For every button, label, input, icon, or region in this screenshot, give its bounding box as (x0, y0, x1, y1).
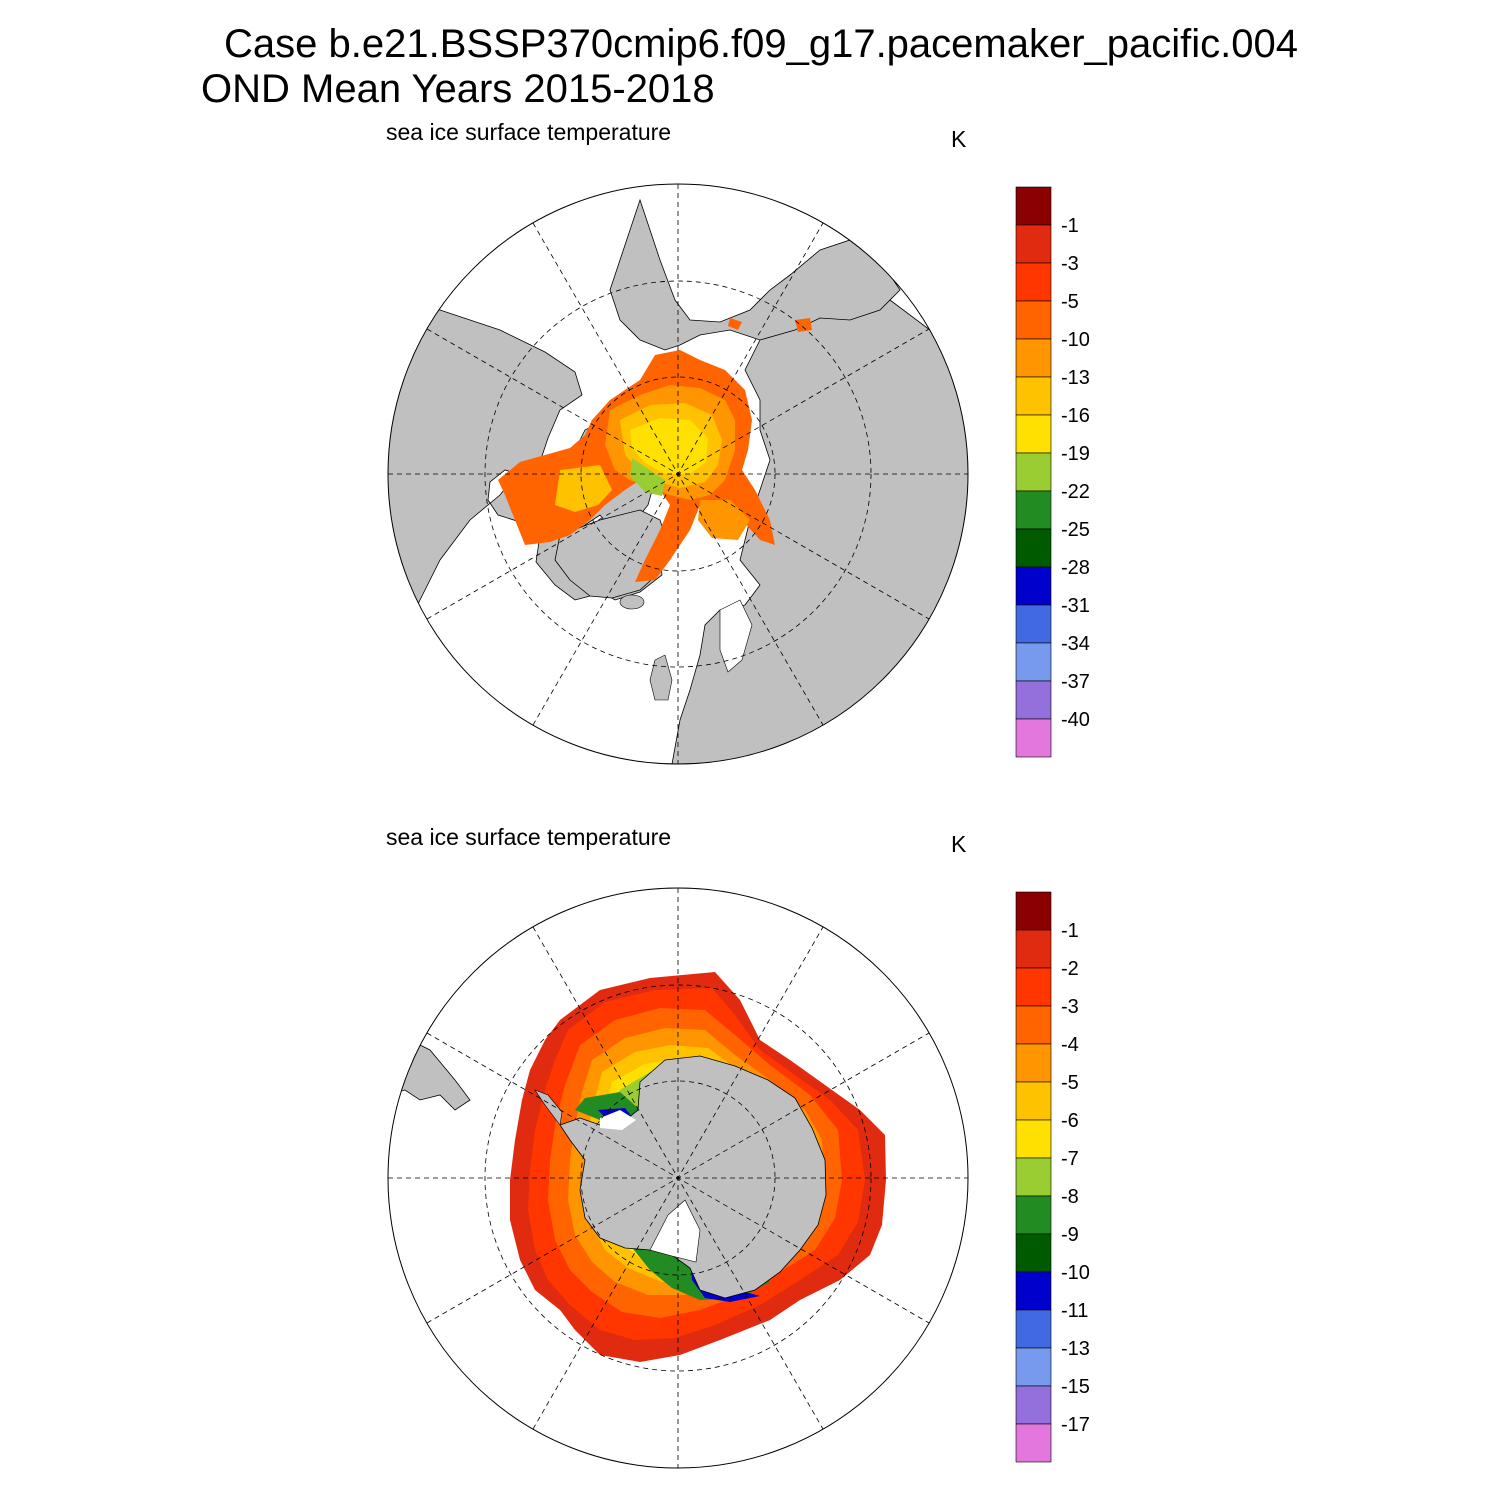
north-colorbar: -1 -3 -5 -10 -13 -16 -19 -22 -25 -28 -31 -34 -37 -40 (1015, 186, 1090, 758)
north-colorbar-swatch (1015, 680, 1052, 720)
south-colorbar-swatch (1015, 1385, 1052, 1425)
north-colorbar-label: -37 (1061, 671, 1090, 693)
north-colorbar-label: -28 (1061, 557, 1090, 579)
north-colorbar-swatch (1015, 338, 1052, 378)
south-polar-map (387, 887, 969, 1469)
south-colorbar-swatch (1015, 1309, 1052, 1349)
south-colorbar-label: -8 (1061, 1186, 1079, 1208)
north-units-label: K (951, 126, 967, 152)
north-colorbar-swatch (1015, 642, 1052, 682)
north-colorbar-swatch (1015, 376, 1052, 416)
north-colorbar-label: -3 (1061, 253, 1079, 275)
south-colorbar-swatch (1015, 1157, 1052, 1197)
north-colorbar-label: -1 (1061, 215, 1079, 237)
south-colorbar-swatch (1015, 967, 1052, 1007)
south-colorbar-swatch (1015, 929, 1052, 969)
north-colorbar-swatch (1015, 262, 1052, 302)
north-colorbar-swatch (1015, 186, 1052, 226)
south-colorbar: -1 -2 -3 -4 -5 -6 -7 -8 -9 -10 -11 -13 -15 -17 (1015, 891, 1090, 1463)
north-colorbar-label: -19 (1061, 443, 1090, 465)
south-colorbar-label: -3 (1061, 996, 1079, 1018)
north-colorbar-swatch (1015, 566, 1052, 606)
main-title-case: Case b.e21.BSSP370cmip6.f09_g17.pacemake… (224, 22, 1299, 66)
north-colorbar-swatch (1015, 490, 1052, 530)
north-colorbar-label: -25 (1061, 519, 1090, 541)
north-colorbar-label: -5 (1061, 291, 1079, 313)
north-colorbar-swatch (1015, 718, 1052, 758)
north-colorbar-swatch (1015, 604, 1052, 644)
north-colorbar-swatch (1015, 414, 1052, 454)
north-colorbar-label: -34 (1061, 633, 1090, 655)
main-title-period: OND Mean Years 2015-2018 (201, 67, 715, 111)
south-colorbar-label: -6 (1061, 1110, 1079, 1132)
south-colorbar-swatch (1015, 1119, 1052, 1159)
north-colorbar-swatch (1015, 528, 1052, 568)
south-colorbar-swatch (1015, 1347, 1052, 1387)
south-colorbar-label: -11 (1061, 1300, 1088, 1322)
south-panel-title: sea ice surface temperature (386, 824, 672, 850)
north-colorbar-label: -31 (1061, 595, 1090, 617)
north-colorbar-swatch (1015, 300, 1052, 340)
antarctica-landmass (559, 1055, 827, 1299)
north-colorbar-swatch (1015, 224, 1052, 264)
south-colorbar-swatch (1015, 1005, 1052, 1045)
south-colorbar-label: -2 (1061, 958, 1079, 980)
south-colorbar-label: -13 (1061, 1338, 1090, 1360)
north-colorbar-label: -16 (1061, 405, 1090, 427)
south-colorbar-label: -17 (1061, 1414, 1090, 1436)
south-colorbar-label: -15 (1061, 1376, 1090, 1398)
south-colorbar-swatch (1015, 891, 1052, 931)
south-colorbar-label: -7 (1061, 1148, 1079, 1170)
south-colorbar-swatch (1015, 1081, 1052, 1121)
north-colorbar-label: -22 (1061, 481, 1090, 503)
north-colorbar-swatch (1015, 452, 1052, 492)
south-colorbar-label: -9 (1061, 1224, 1079, 1246)
north-panel-title: sea ice surface temperature (386, 119, 672, 145)
south-colorbar-label: -4 (1061, 1034, 1079, 1056)
south-colorbar-label: -10 (1061, 1262, 1090, 1284)
south-colorbar-label: -5 (1061, 1072, 1079, 1094)
north-colorbar-label: -10 (1061, 329, 1090, 351)
south-units-label: K (951, 831, 967, 857)
south-colorbar-swatch (1015, 1271, 1052, 1311)
south-colorbar-swatch (1015, 1195, 1052, 1235)
chukotka-landmass (609, 198, 901, 351)
south-colorbar-swatch (1015, 1423, 1052, 1463)
north-colorbar-label: -13 (1061, 367, 1090, 389)
north-polar-map (387, 183, 969, 765)
south-colorbar-label: -1 (1061, 920, 1079, 942)
north-colorbar-label: -40 (1061, 709, 1090, 731)
south-colorbar-swatch (1015, 1233, 1052, 1273)
south-colorbar-swatch (1015, 1043, 1052, 1083)
